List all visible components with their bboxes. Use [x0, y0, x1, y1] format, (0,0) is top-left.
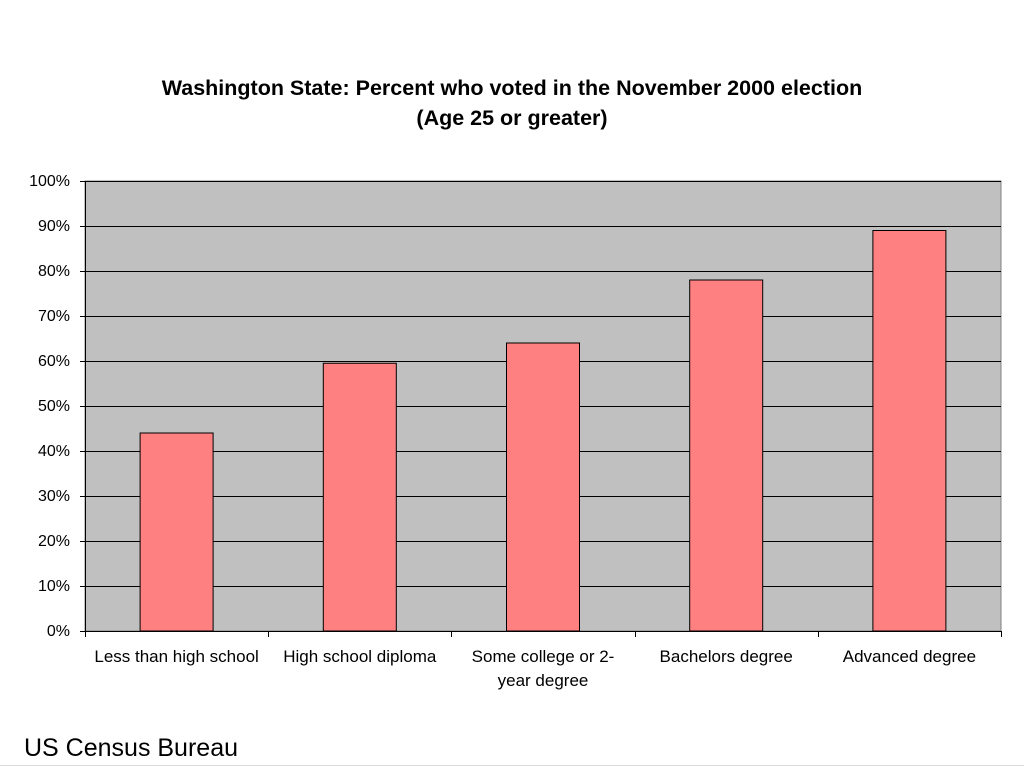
y-tick-label: 70%	[38, 308, 70, 325]
x-tick-label: High school diploma	[283, 647, 437, 666]
y-tick-label: 90%	[38, 218, 70, 235]
x-axis-labels: Less than high school High school diploma…	[94, 647, 977, 690]
bar-advanced-degree	[872, 230, 947, 632]
x-tick-label: Advanced degree	[842, 647, 977, 666]
bar-bachelors-degree	[689, 279, 764, 632]
bar-chart: 0% 10% 20% 30% 40% 50% 60% 70% 80% 90% 100%	[29, 173, 1002, 640]
y-tick-label: 10%	[38, 578, 70, 595]
y-tick-label: 20%	[38, 533, 70, 550]
x-tick-label: Some college or 2-year degree	[471, 647, 615, 690]
bar-high-school-diploma	[322, 362, 397, 632]
x-tick-label: Less than high school	[94, 647, 259, 666]
y-tick-label: 100%	[29, 173, 70, 190]
x-tick-label: Bachelors degree	[659, 647, 793, 666]
y-tick-label: 60%	[38, 353, 70, 370]
source-credit: US Census Bureau	[24, 734, 239, 762]
y-tick-label: 40%	[38, 443, 70, 460]
chart-subtitle: (Age 25 or greater)	[416, 106, 608, 130]
y-tick-label: 50%	[38, 398, 70, 415]
footer-divider	[0, 765, 1024, 766]
y-tick-label: 30%	[38, 488, 70, 505]
bar-some-college-or-2-year-degree	[506, 342, 580, 632]
bar-less-than-high-school	[139, 432, 214, 632]
y-tick-label: 0%	[47, 623, 70, 640]
y-tick-label: 80%	[38, 263, 70, 280]
chart-title: Washington State: Percent who voted in t…	[161, 76, 863, 100]
